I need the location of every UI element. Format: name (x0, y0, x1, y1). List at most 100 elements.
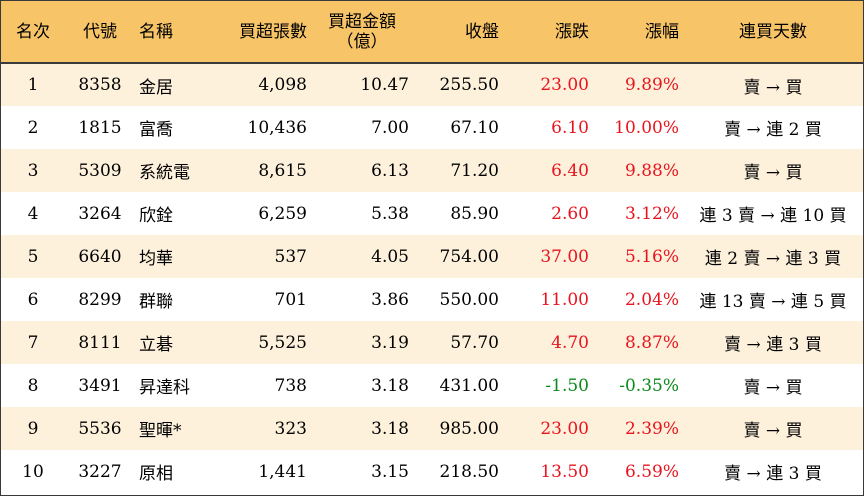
cell-change: 13.50 (540, 461, 589, 482)
cell-net-buy-lots: 10,436 (247, 117, 307, 138)
cell-net-buy-lots: 6,259 (258, 203, 307, 224)
cell-code: 3264 (78, 203, 122, 224)
header-name: 名稱 (135, 1, 219, 64)
cell-change: 11.00 (540, 289, 589, 310)
cell-net-buy-amount: 3.86 (371, 289, 409, 310)
cell-net-buy-amount: 3.18 (371, 375, 409, 396)
header-net-buy-amount-line2: （億） (336, 31, 388, 52)
cell-code: 8299 (78, 289, 122, 310)
table-row[interactable]: 8 3491 昇達科 738 3.18 431.00 -1.50 -0.35% 賣 → 買 (1, 364, 863, 407)
cell-name: 金居 (139, 77, 173, 98)
cell-streak: 賣 → 連 2 買 (724, 120, 822, 140)
cell-streak: 賣 → 買 (743, 421, 803, 441)
cell-change: 6.40 (551, 160, 589, 181)
cell-change-pct: 3.12% (624, 203, 679, 224)
cell-rank: 2 (27, 117, 39, 138)
cell-change: 4.70 (551, 332, 589, 353)
table-row[interactable]: 4 3264 欣銓 6,259 5.38 85.90 2.60 3.12% 連 3 賣 → 連 … (1, 192, 863, 235)
header-change: 漲跌 (503, 1, 593, 64)
header-net-buy-amount: 買超金額 （億） (311, 1, 413, 64)
cell-rank: 9 (27, 418, 39, 439)
cell-change: 6.10 (551, 117, 589, 138)
cell-name: 富喬 (139, 120, 173, 140)
header-rank: 名次 (1, 1, 65, 64)
table-row[interactable]: 6 8299 群聯 701 3.86 550.00 11.00 2.04% 連 13 賣 → 連… (1, 278, 863, 321)
cell-name: 原相 (139, 464, 173, 484)
cell-change-pct: 5.16% (624, 246, 679, 267)
cell-code: 8111 (78, 332, 122, 353)
cell-net-buy-lots: 738 (274, 375, 307, 396)
cell-net-buy-amount: 3.19 (371, 332, 409, 353)
cell-net-buy-amount: 3.15 (371, 461, 409, 482)
cell-change: 23.00 (540, 75, 589, 95)
cell-net-buy-lots: 1,441 (258, 461, 307, 482)
cell-change-pct: 2.39% (624, 418, 679, 439)
cell-code: 3227 (78, 461, 122, 482)
cell-close: 57.70 (450, 332, 499, 353)
cell-streak: 賣 → 連 3 買 (724, 335, 822, 355)
cell-change: 23.00 (540, 418, 589, 439)
cell-close: 431.00 (439, 375, 499, 396)
cell-net-buy-lots: 4,098 (258, 75, 307, 95)
cell-change-pct: 2.04% (624, 289, 679, 310)
cell-net-buy-amount: 6.13 (371, 160, 409, 181)
cell-streak: 賣 → 買 (743, 378, 803, 398)
header-code: 代號 (65, 1, 135, 64)
cell-change-pct: 10.00% (614, 117, 679, 138)
cell-code: 8358 (78, 75, 122, 95)
table-row[interactable]: 10 3227 原相 1,441 3.15 218.50 13.50 6.59% 賣 → 連 3… (1, 450, 863, 493)
table-row[interactable]: 5 6640 均華 537 4.05 754.00 37.00 5.16% 連 2 賣 → 連 … (1, 235, 863, 278)
cell-net-buy-amount: 3.18 (371, 418, 409, 439)
cell-net-buy-lots: 8,615 (258, 160, 307, 181)
table-row[interactable]: 9 5536 聖暉* 323 3.18 985.00 23.00 2.39% 賣 → 買 (1, 407, 863, 450)
cell-rank: 8 (27, 375, 39, 396)
cell-change: 2.60 (551, 203, 589, 224)
cell-close: 255.50 (439, 75, 499, 95)
cell-change-pct: -0.35% (619, 375, 679, 396)
cell-close: 218.50 (439, 461, 499, 482)
cell-rank: 4 (27, 203, 39, 224)
cell-rank: 10 (22, 461, 44, 482)
cell-streak: 連 2 賣 → 連 3 買 (704, 249, 842, 269)
table-row[interactable]: 2 1815 富喬 10,436 7.00 67.10 6.10 10.00% 賣 → 連 2 … (1, 106, 863, 149)
cell-net-buy-lots: 5,525 (258, 332, 307, 353)
table-row[interactable]: 1 8358 金居 4,098 10.47 255.50 23.00 9.89% 賣 → 買 (1, 63, 863, 106)
cell-rank: 7 (27, 332, 39, 353)
cell-name: 聖暉* (139, 421, 182, 441)
cell-streak: 賣 → 買 (743, 77, 803, 98)
cell-streak: 賣 → 買 (743, 163, 803, 183)
cell-net-buy-amount: 10.47 (360, 75, 409, 95)
cell-rank: 5 (27, 246, 39, 267)
cell-code: 1815 (78, 117, 122, 138)
cell-net-buy-lots: 701 (274, 289, 307, 310)
cell-net-buy-lots: 323 (274, 418, 307, 439)
header-close: 收盤 (413, 1, 503, 64)
cell-rank: 1 (27, 75, 39, 95)
cell-change-pct: 8.87% (624, 332, 679, 353)
header-net-buy-lots: 買超張數 (219, 1, 311, 64)
cell-code: 5536 (78, 418, 122, 439)
cell-close: 985.00 (439, 418, 499, 439)
header-streak: 連買天數 (683, 1, 863, 64)
header-net-buy-amount-line1: 買超金額 (328, 11, 396, 32)
cell-change-pct: 6.59% (624, 461, 679, 482)
table-row[interactable]: 3 5309 系統電 8,615 6.13 71.20 6.40 9.88% 賣 → 買 (1, 149, 863, 192)
cell-close: 67.10 (450, 117, 499, 138)
cell-code: 6640 (78, 246, 122, 267)
cell-streak: 連 3 賣 → 連 10 買 (699, 206, 847, 226)
cell-name: 立碁 (139, 335, 173, 355)
cell-name: 系統電 (139, 163, 190, 183)
cell-change-pct: 9.89% (624, 75, 679, 95)
cell-change: -1.50 (545, 375, 589, 396)
cell-name: 均華 (139, 249, 173, 269)
cell-change: 37.00 (540, 246, 589, 267)
cell-rank: 3 (27, 160, 39, 181)
cell-streak: 連 13 賣 → 連 5 買 (699, 292, 847, 312)
table-row[interactable]: 7 8111 立碁 5,525 3.19 57.70 4.70 8.87% 賣 → 連 3 買 (1, 321, 863, 364)
cell-net-buy-lots: 537 (274, 246, 307, 267)
cell-close: 85.90 (450, 203, 499, 224)
cell-close: 754.00 (439, 246, 499, 267)
